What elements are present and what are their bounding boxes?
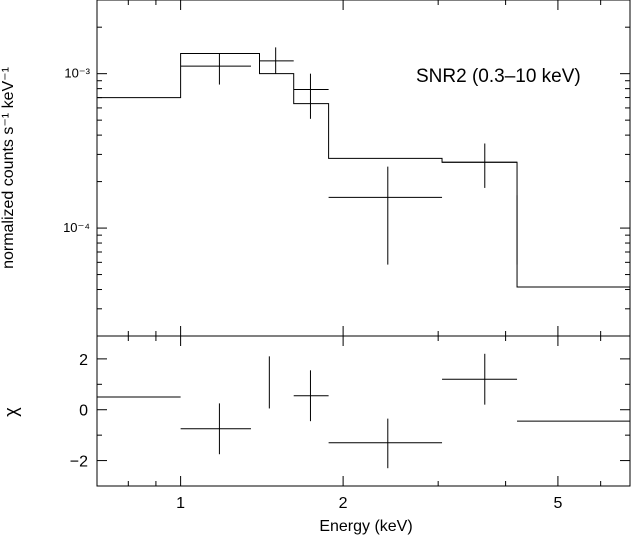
source-annotation: SNR2 (0.3–10 keV) [416, 66, 581, 87]
y-tick-label-bottom: −2 [70, 454, 88, 471]
y-tick-label-top: 10⁻⁴ [63, 220, 90, 235]
x-tick-label: 1 [176, 495, 185, 512]
y-tick-label-bottom: 2 [79, 352, 88, 369]
bottom-y-axis-label: χ [1, 407, 21, 417]
top-panel-frame [96, 0, 631, 337]
x-tick-label: 2 [339, 495, 348, 512]
axis-ticks: 1 2 5 10⁻⁴ 10⁻³ 2 0 −2 [63, 0, 630, 512]
x-tick-label: 5 [553, 495, 562, 512]
top-y-axis-label: normalized counts s⁻¹ keV⁻¹ [0, 67, 17, 269]
model-step-path [97, 53, 630, 288]
bottom-panel-frame [96, 335, 631, 487]
model-step-line [97, 53, 630, 288]
x-axis-label: Energy (keV) [319, 518, 412, 535]
y-tick-label-bottom: 0 [79, 403, 88, 420]
data-points [180, 47, 518, 265]
y-tick-label-top: 10⁻³ [64, 66, 90, 81]
residual-points [97, 353, 630, 469]
